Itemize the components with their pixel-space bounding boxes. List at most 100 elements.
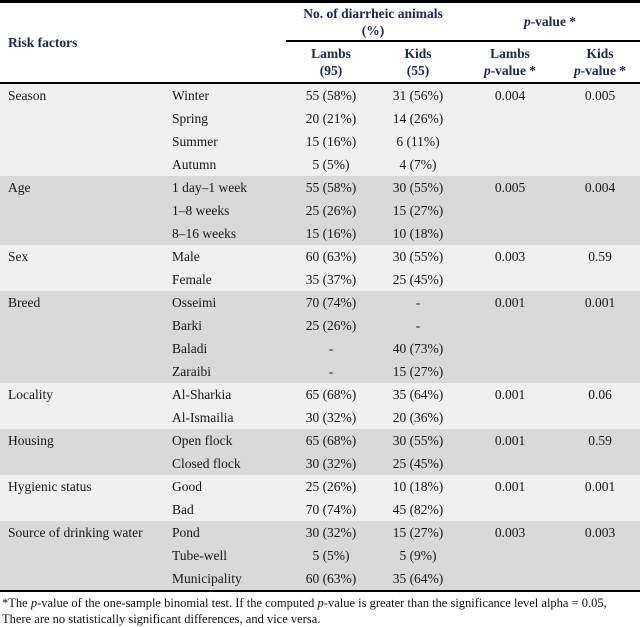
table-row: Municipality 60 (63%) 35 (64%) bbox=[0, 567, 640, 591]
table-row: Sex Male 60 (63%) 30 (55%) 0.003 0.59 bbox=[0, 245, 640, 268]
kids-col-header: Kids (55) bbox=[376, 41, 460, 83]
kids-count-cell: 15 (27%) bbox=[392, 364, 444, 379]
category-cell: Municipality bbox=[172, 571, 242, 586]
factor-cell: Season bbox=[8, 88, 47, 103]
kids-count-cell: 20 (36%) bbox=[392, 410, 444, 425]
factor-cell: Housing bbox=[8, 433, 54, 448]
kids-count-cell: 30 (55%) bbox=[392, 433, 444, 448]
lambs-pvalue-cell bbox=[460, 153, 560, 176]
lambs-pvalue-cell bbox=[460, 222, 560, 245]
category-cell: Barki bbox=[172, 318, 202, 333]
kids-pvalue-cell bbox=[560, 544, 640, 567]
table-row: Hygienic status Good 25 (26%) 10 (18%) 0.001… bbox=[0, 475, 640, 498]
category-cell: Closed flock bbox=[172, 456, 241, 471]
lambs-pvalue-cell bbox=[460, 337, 560, 360]
category-cell: Good bbox=[172, 479, 202, 494]
table-row: Female 35 (37%) 25 (45%) bbox=[0, 268, 640, 291]
kids-count-cell: 15 (27%) bbox=[392, 203, 444, 218]
kids-pvalue-cell bbox=[560, 337, 640, 360]
kids-pvalue-cell bbox=[560, 452, 640, 475]
kids-count-cell: 10 (18%) bbox=[392, 226, 444, 241]
category-cell: Tube-well bbox=[172, 548, 228, 563]
lambs-pvalue-cell bbox=[460, 107, 560, 130]
lambs-count-cell: 25 (26%) bbox=[305, 203, 357, 218]
kids-pvalue-col-sub: p-value * bbox=[560, 62, 640, 79]
footnote-p2: p bbox=[317, 596, 324, 610]
lambs-pvalue-rest: -value * bbox=[490, 63, 537, 78]
kids-pvalue-cell: 0.005 bbox=[584, 88, 616, 103]
factor-cell bbox=[0, 406, 168, 429]
lambs-count-cell: 55 (58%) bbox=[305, 88, 357, 103]
kids-count-cell: 40 (73%) bbox=[392, 341, 444, 356]
lambs-count-cell: 55 (58%) bbox=[305, 180, 357, 195]
kids-pvalue-cell bbox=[560, 406, 640, 429]
kids-count-cell: 30 (55%) bbox=[392, 180, 444, 195]
lambs-pvalue-cell: 0.005 bbox=[494, 180, 526, 195]
kids-col-label: Kids bbox=[404, 46, 432, 61]
factor-cell bbox=[0, 199, 168, 222]
kids-pvalue-p: p bbox=[573, 63, 581, 78]
lambs-count-cell: 30 (32%) bbox=[305, 456, 357, 471]
table-row: Zaraibi - 15 (27%) bbox=[0, 360, 640, 383]
kids-count-cell: 6 (11%) bbox=[396, 134, 440, 149]
kids-count-cell: 5 (9%) bbox=[399, 548, 437, 563]
factor-cell: Sex bbox=[8, 249, 29, 264]
lambs-count-cell: 15 (16%) bbox=[305, 226, 357, 241]
table-row: Barki 25 (26%) - bbox=[0, 314, 640, 337]
factor-cell bbox=[0, 337, 168, 360]
table-row: Age 1 day–1 week 55 (58%) 30 (55%) 0.005 0.00… bbox=[0, 176, 640, 199]
table-row: Source of drinking water Pond 30 (32%) 15 (… bbox=[0, 521, 640, 544]
kids-pvalue-cell: 0.001 bbox=[584, 479, 616, 494]
lambs-count-cell: 5 (5%) bbox=[312, 548, 350, 563]
lambs-pvalue-cell bbox=[460, 268, 560, 291]
table-row: Housing Open flock 65 (68%) 30 (55%) 0.001 0.… bbox=[0, 429, 640, 452]
lambs-count-cell: 30 (32%) bbox=[305, 525, 357, 540]
lambs-count-cell: - bbox=[328, 341, 334, 356]
kids-pvalue-cell bbox=[560, 130, 640, 153]
table-header: Risk factors No. of diarrheic animals (%… bbox=[0, 1, 640, 83]
kids-col-n: (55) bbox=[406, 63, 430, 78]
category-cell: Al-Sharkia bbox=[172, 387, 232, 402]
lambs-count-cell: 60 (63%) bbox=[305, 571, 357, 586]
factor-cell bbox=[0, 567, 168, 591]
factor-cell: Hygienic status bbox=[8, 479, 92, 494]
kids-pvalue-cell: 0.06 bbox=[588, 387, 612, 402]
category-cell: Female bbox=[172, 272, 212, 287]
kids-count-cell: 35 (64%) bbox=[392, 571, 444, 586]
lambs-pvalue-cell: 0.001 bbox=[494, 433, 526, 448]
lambs-pvalue-cell bbox=[460, 360, 560, 383]
factor-cell bbox=[0, 452, 168, 475]
kids-count-cell: 25 (45%) bbox=[392, 272, 444, 287]
category-cell: 1 day–1 week bbox=[172, 180, 247, 195]
kids-pvalue-cell: 0.003 bbox=[584, 525, 616, 540]
kids-pvalue-cell bbox=[560, 199, 640, 222]
table-row: Bad 70 (74%) 45 (82%) bbox=[0, 498, 640, 521]
lambs-count-cell: 70 (74%) bbox=[305, 502, 357, 517]
lambs-pvalue-cell bbox=[460, 452, 560, 475]
lambs-col-n: (95) bbox=[319, 63, 343, 78]
category-cell: Al-Ismailia bbox=[172, 410, 234, 425]
kids-count-cell: 10 (18%) bbox=[392, 479, 444, 494]
lambs-pvalue-cell bbox=[460, 567, 560, 591]
pvalue-group-p: p bbox=[523, 14, 531, 29]
kids-pvalue-col-label: Kids bbox=[586, 46, 614, 61]
category-cell: Male bbox=[172, 249, 200, 264]
table-body: Season Winter 55 (58%) 31 (56%) 0.004 0.005 Sp… bbox=[0, 83, 640, 591]
factor-cell bbox=[0, 222, 168, 245]
kids-pvalue-cell: 0.004 bbox=[584, 180, 616, 195]
table-row: 1–8 weeks 25 (26%) 15 (27%) bbox=[0, 199, 640, 222]
lambs-pvalue-cell: 0.004 bbox=[494, 88, 526, 103]
lambs-pvalue-cell bbox=[460, 544, 560, 567]
lambs-count-cell: 30 (32%) bbox=[305, 410, 357, 425]
lambs-pvalue-cell bbox=[460, 199, 560, 222]
table-row: Autumn 5 (5%) 4 (7%) bbox=[0, 153, 640, 176]
table-row: Baladi - 40 (73%) bbox=[0, 337, 640, 360]
lambs-count-cell: 65 (68%) bbox=[305, 433, 357, 448]
kids-count-cell: 25 (45%) bbox=[392, 456, 444, 471]
category-cell: Spring bbox=[172, 111, 209, 126]
lambs-count-cell: 25 (26%) bbox=[305, 318, 357, 333]
lambs-count-cell: 5 (5%) bbox=[312, 157, 350, 172]
kids-pvalue-cell bbox=[560, 153, 640, 176]
factor-cell bbox=[0, 314, 168, 337]
